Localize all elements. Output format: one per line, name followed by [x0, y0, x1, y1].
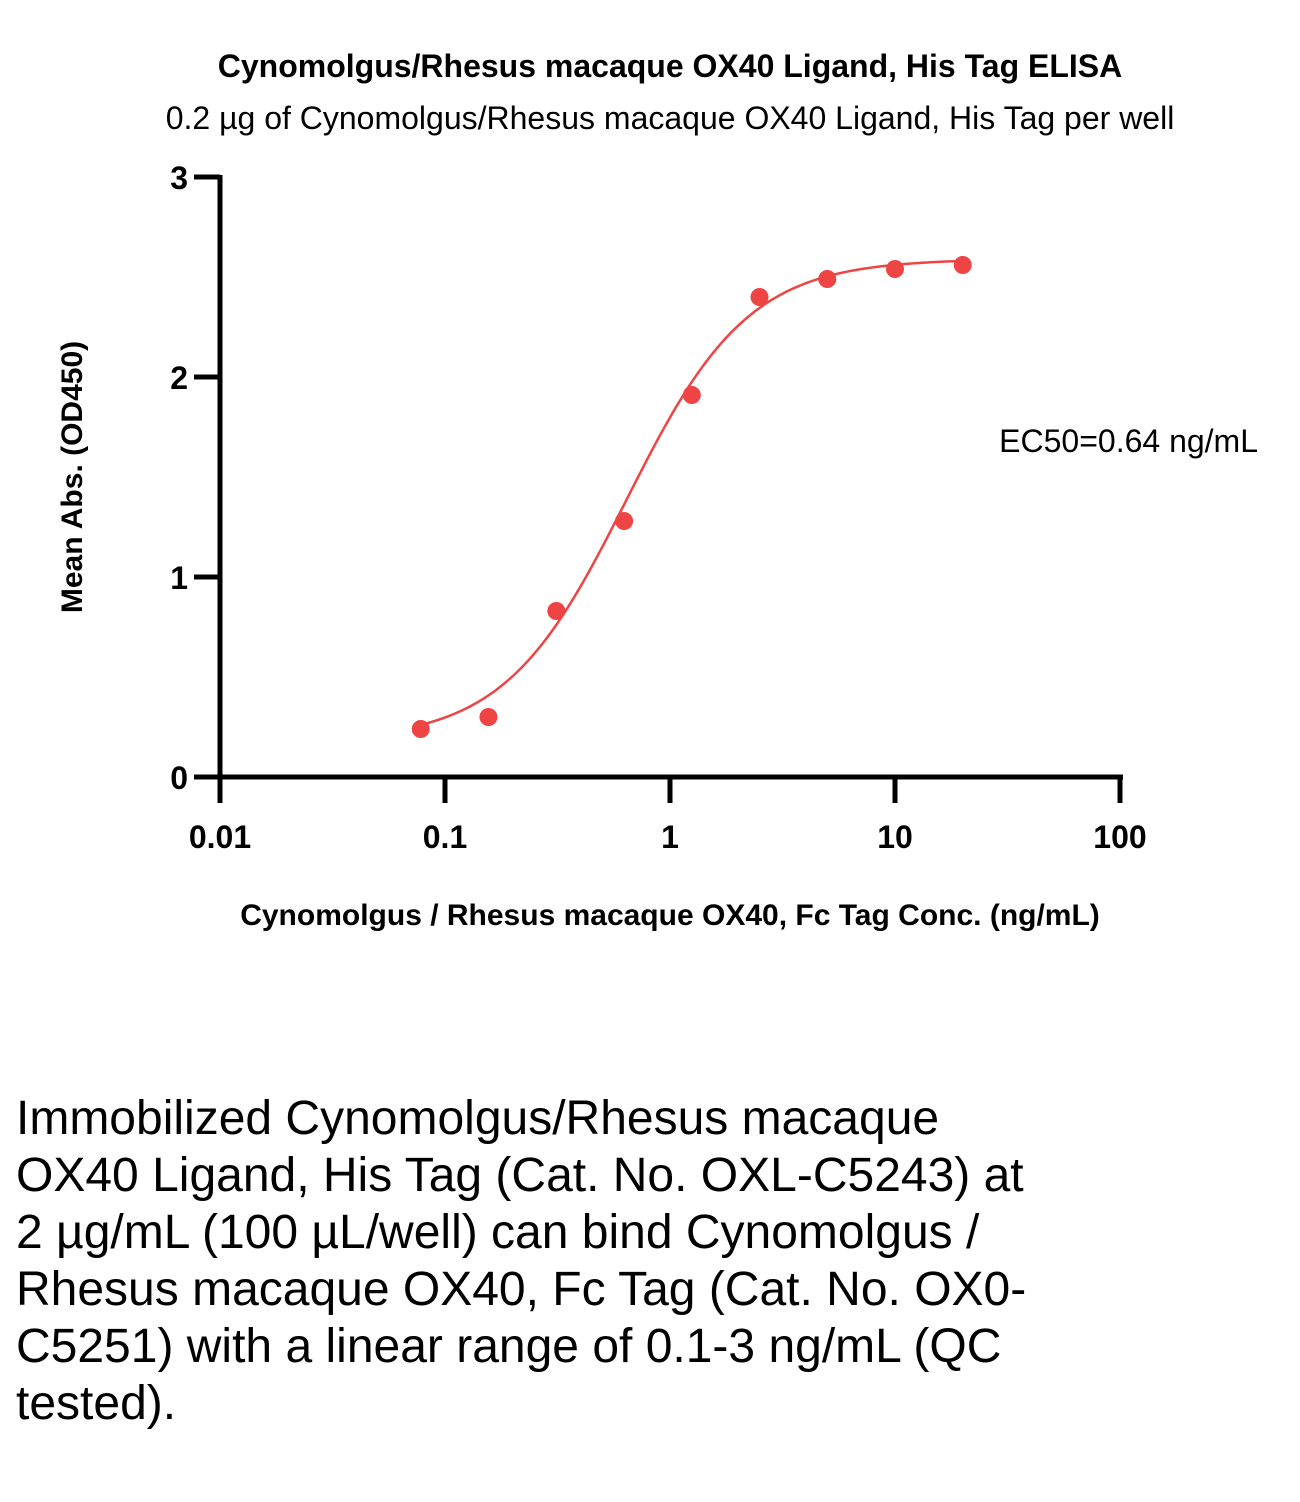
x-tick-label: 100	[1093, 819, 1146, 855]
data-point	[953, 256, 972, 274]
chart-subtitle: 0.2 µg of Cynomolgus/Rhesus macaque OX40…	[165, 100, 1175, 136]
x-tick-label: 0.1	[423, 819, 467, 855]
data-point	[479, 708, 498, 726]
data-point	[750, 288, 769, 306]
x-tick-label: 0.01	[189, 819, 251, 855]
y-tick-label: 2	[170, 360, 188, 396]
fit-curve-layer	[420, 259, 963, 727]
x-axis-label: Cynomolgus / Rhesus macaque OX40, Fc Tag…	[240, 899, 1100, 932]
data-point	[818, 270, 837, 288]
data-points	[411, 256, 972, 738]
description-text: Immobilized Cynomolgus/Rhesus macaque OX…	[16, 1092, 1027, 1430]
elisa-chart: 0 1 2 3 0.01 0.1 1 10 100 EC50=0.64 ng/mL Cynomo…	[56, 160, 1258, 932]
data-point	[682, 386, 701, 404]
y-axis-label: Mean Abs. (OD450)	[56, 341, 89, 613]
x-tick-label: 10	[877, 819, 913, 855]
y-tick-label: 1	[170, 560, 188, 596]
data-point	[547, 602, 566, 620]
ec50-annotation: EC50=0.64 ng/mL	[999, 423, 1258, 459]
chart-title: Cynomolgus/Rhesus macaque OX40 Ligand, H…	[217, 48, 1123, 84]
data-point	[886, 260, 904, 278]
axes: 0 1 2 3 0.01 0.1 1 10 100	[170, 160, 1146, 855]
y-tick-label: 3	[170, 160, 188, 196]
data-point	[411, 720, 430, 738]
fit-curve	[420, 259, 963, 727]
x-tick-label: 1	[661, 819, 679, 855]
y-tick-label: 0	[170, 760, 188, 796]
data-point	[615, 512, 634, 530]
